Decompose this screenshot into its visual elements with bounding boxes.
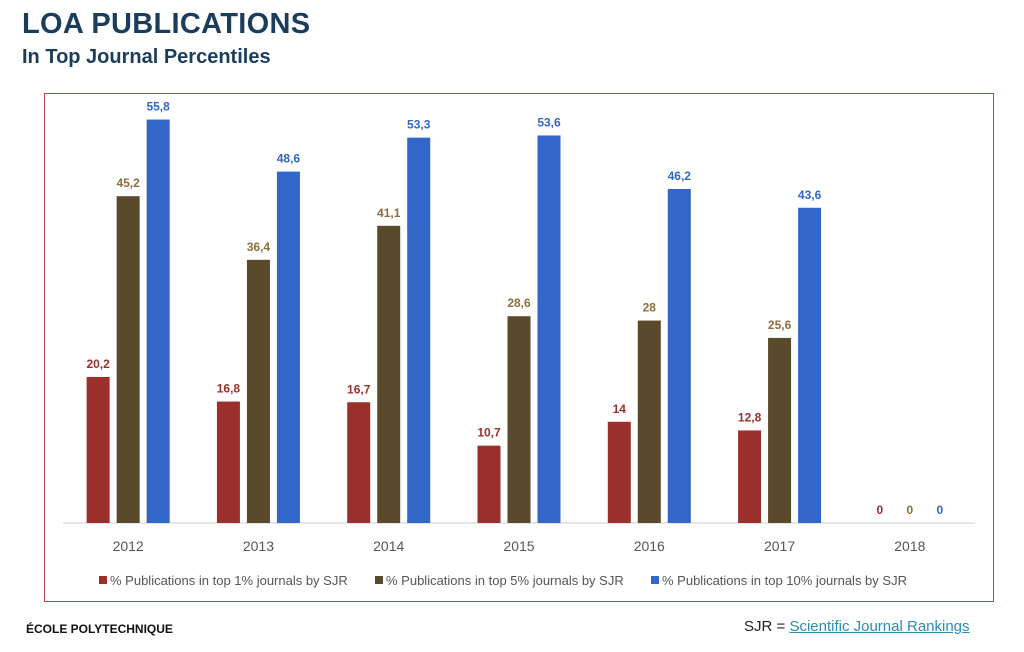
data-label: 28,6 [507,296,531,310]
legend-label: % Publications in top 1% journals by SJR [110,573,348,588]
x-tick-label: 2013 [243,538,274,554]
sjr-prefix: SJR = [744,618,790,635]
bar [276,171,300,523]
bar [146,119,170,523]
bar [607,421,631,523]
x-tick-label: 2014 [373,538,404,554]
x-tick-label: 2012 [113,538,144,554]
data-label: 10,7 [477,426,501,440]
sjr-note: SJR = Scientific Journal Rankings [744,618,970,635]
bar [216,401,240,523]
data-label: 16,7 [347,382,371,396]
data-label: 36,4 [247,240,271,254]
institution-label: ÉCOLE POLYTECHNIQUE [26,622,173,636]
page-subtitle: In Top Journal Percentiles [22,46,271,68]
bar [537,135,561,524]
data-label: 20,2 [86,357,110,371]
bar [667,188,691,523]
legend-label: % Publications in top 10% journals by SJ… [662,573,907,588]
sjr-link[interactable]: Scientific Journal Rankings [789,618,970,635]
page-title: LOA PUBLICATIONS [22,8,311,40]
bar [637,320,661,523]
bar [507,316,531,523]
legend-swatch [651,576,659,584]
data-label: 53,3 [407,118,431,132]
legend-swatch [99,576,107,584]
data-label: 55,8 [146,100,170,114]
bar [798,207,822,523]
data-label: 0 [877,503,884,517]
data-label: 25,6 [768,318,792,332]
bar [407,137,431,523]
bar [86,376,110,523]
x-tick-label: 2016 [634,538,665,554]
data-label: 12,8 [738,410,762,424]
data-label: 45,2 [116,176,140,190]
x-tick-label: 2015 [503,538,534,554]
data-label: 43,6 [798,188,822,202]
x-tick-label: 2018 [894,538,925,554]
data-label: 0 [937,503,944,517]
bar [477,445,501,523]
x-tick-label: 2017 [764,538,795,554]
data-label: 53,6 [537,115,561,129]
data-label: 46,2 [668,169,692,183]
legend-label: % Publications in top 5% journals by SJR [386,573,624,588]
data-label: 41,1 [377,206,401,220]
legend-swatch [375,576,383,584]
data-label: 28 [643,301,657,315]
chart-frame [44,93,994,602]
bar [768,337,792,523]
bar [116,196,140,523]
data-label: 48,6 [277,152,301,166]
bar-chart: 20,2 45,2 55,8 2012 16,8 36,4 48,6 2013 16,7 41,1… [63,100,975,588]
data-label: 16,8 [217,382,241,396]
bar [377,225,401,524]
data-label: 0 [907,503,914,517]
bar [738,430,762,523]
bar [347,402,371,523]
data-label: 14 [613,402,627,416]
bar [246,259,270,523]
